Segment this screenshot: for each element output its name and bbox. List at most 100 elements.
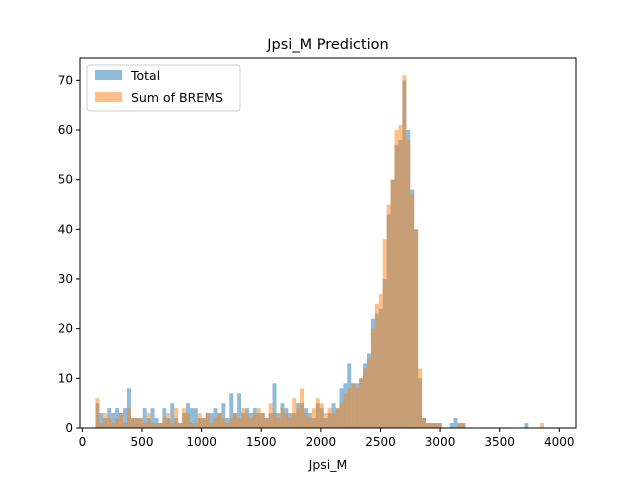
brems-bar: [280, 408, 285, 428]
brems-bar: [437, 423, 442, 428]
x-tick-label: 500: [131, 435, 154, 449]
y-tick-label: 30: [58, 272, 73, 286]
x-tick-label: 1500: [246, 435, 277, 449]
brems-bar: [158, 423, 163, 428]
total-bar: [111, 413, 116, 428]
brems-bar: [382, 239, 387, 428]
brems-bar: [268, 403, 273, 428]
legend-swatch-total: [95, 70, 122, 80]
brems-bar: [166, 413, 171, 428]
brems-bar: [398, 125, 403, 429]
brems-bar: [461, 423, 466, 428]
brems-bar: [327, 408, 332, 428]
brems-bar: [209, 423, 214, 428]
brems-bar: [433, 423, 438, 428]
series-brems-bars: [95, 75, 545, 429]
brems-bar: [429, 423, 434, 428]
total-bar: [449, 423, 454, 428]
brems-bar: [307, 418, 312, 428]
x-axis-label: Jpsi_M: [308, 457, 348, 472]
brems-bar: [347, 388, 352, 428]
brems-bar: [252, 413, 257, 428]
brems-bar: [300, 388, 305, 428]
brems-bar: [154, 423, 159, 428]
brems-bar: [339, 403, 344, 428]
x-tick-label: 2500: [365, 435, 396, 449]
brems-bar: [146, 413, 151, 428]
y-axis-ticks: 0 10 20 30 40 50 60 70: [58, 73, 80, 435]
brems-bar: [264, 418, 269, 428]
brems-bar: [335, 408, 340, 428]
brems-bar: [119, 413, 124, 428]
brems-bar: [189, 423, 194, 428]
brems-bar: [248, 418, 253, 428]
y-tick-label: 60: [58, 123, 73, 137]
brems-bar: [363, 368, 367, 428]
chart-title: Jpsi_M Prediction: [266, 37, 388, 53]
brems-bar: [276, 418, 281, 428]
total-bar: [107, 408, 112, 428]
brems-bar: [406, 139, 411, 428]
brems-bar: [237, 418, 242, 428]
brems-bar: [241, 408, 246, 428]
brems-bar: [229, 418, 234, 428]
brems-bar: [95, 398, 100, 428]
y-tick-label: 0: [65, 421, 73, 435]
brems-bar: [99, 423, 104, 428]
brems-bar: [315, 398, 320, 428]
y-tick-label: 10: [58, 371, 73, 385]
brems-bar: [355, 388, 360, 428]
brems-bar: [370, 328, 375, 428]
plot-frame: [79, 57, 577, 429]
y-tick-label: 40: [58, 222, 73, 236]
total-bar: [150, 408, 155, 428]
legend-label-brems: Sum of BREMS: [131, 90, 223, 105]
brems-bar: [319, 403, 324, 428]
brems-bar: [123, 423, 127, 428]
brems-bar: [201, 418, 206, 428]
brems-bar: [115, 418, 120, 428]
brems-bar: [186, 413, 190, 428]
brems-bar: [126, 408, 131, 428]
total-bar: [272, 383, 277, 428]
brems-bar: [418, 368, 423, 428]
brems-bar: [103, 413, 108, 428]
total-bar: [170, 403, 175, 428]
brems-bar: [260, 413, 265, 428]
y-tick-label: 20: [58, 322, 73, 336]
brems-bar: [174, 408, 179, 428]
brems-bar: [311, 408, 316, 428]
brems-bar: [130, 418, 135, 428]
brems-bar: [292, 398, 297, 428]
brems-bar: [162, 418, 167, 428]
brems-bar: [410, 194, 415, 428]
brems-bar: [386, 204, 391, 428]
brems-bar: [178, 423, 183, 428]
brems-bar: [150, 423, 155, 428]
legend: Total Sum of BREMS: [86, 64, 241, 112]
brems-bar: [414, 229, 419, 428]
brems-bar: [359, 378, 364, 428]
brems-bar: [182, 408, 186, 428]
brems-bar: [390, 179, 395, 428]
x-tick-label: 0: [79, 435, 87, 449]
brems-bar: [331, 413, 336, 428]
total-bar: [209, 413, 214, 428]
brems-bar: [213, 418, 218, 428]
x-tick-label: 2000: [306, 435, 337, 449]
brems-bar: [221, 418, 226, 428]
total-bar: [237, 393, 242, 428]
brems-bar: [366, 358, 371, 428]
brems-bar: [540, 423, 545, 428]
x-tick-label: 3500: [484, 435, 515, 449]
brems-bar: [422, 418, 426, 428]
brems-bar: [402, 75, 407, 428]
brems-bar: [457, 423, 462, 428]
brems-bar: [378, 293, 383, 428]
brems-bar: [374, 303, 379, 428]
brems-bar: [205, 413, 210, 428]
brems-bar: [272, 413, 277, 428]
total-bar: [524, 423, 529, 428]
brems-bar: [107, 418, 112, 428]
x-tick-label: 3000: [425, 435, 456, 449]
